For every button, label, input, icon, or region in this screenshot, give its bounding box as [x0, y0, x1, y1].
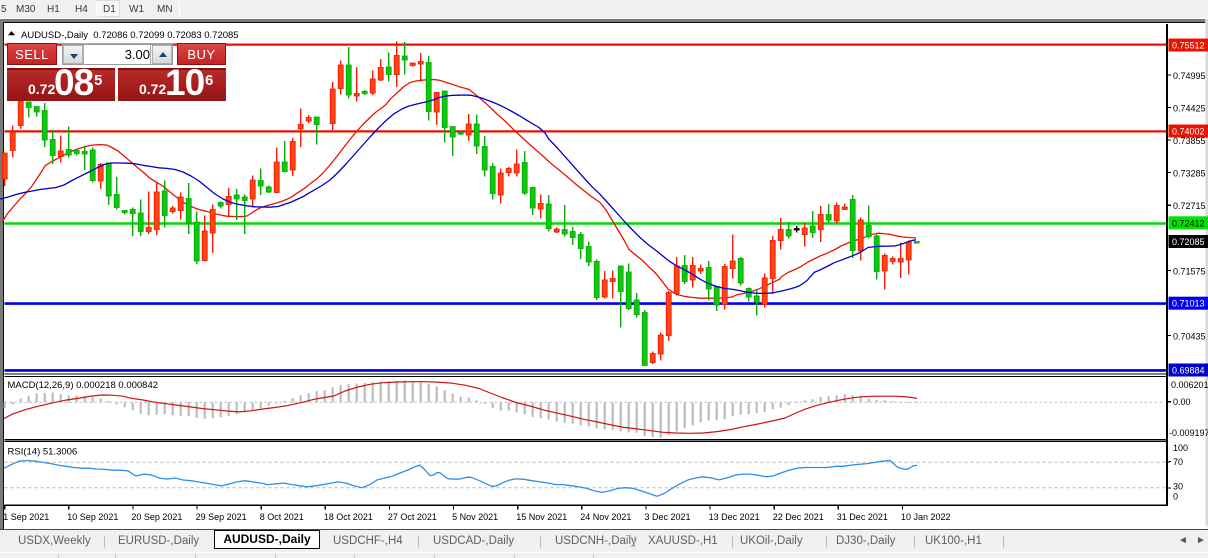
svg-text:18 Oct 2021: 18 Oct 2021	[324, 512, 373, 522]
svg-text:0.74995: 0.74995	[1173, 71, 1206, 81]
svg-text:0.74425: 0.74425	[1173, 103, 1206, 113]
svg-text:29 Sep 2021: 29 Sep 2021	[196, 512, 247, 522]
svg-text:AUDUSD-,Daily 0.72086 0.72099: AUDUSD-,Daily 0.72086 0.72099 0.72083 0.…	[21, 30, 239, 41]
svg-text:22 Dec 2021: 22 Dec 2021	[773, 512, 824, 522]
svg-text:0.72412: 0.72412	[1172, 218, 1205, 228]
svg-text:-0.009197: -0.009197	[1169, 428, 1208, 438]
svg-text:10 Jan 2022: 10 Jan 2022	[901, 512, 951, 522]
svg-text:0.72715: 0.72715	[1173, 201, 1206, 211]
svg-text:70: 70	[1173, 457, 1183, 467]
svg-text:0.70435: 0.70435	[1173, 332, 1206, 342]
svg-text:0.73285: 0.73285	[1173, 169, 1206, 179]
svg-text:RSI(14) 51.3006: RSI(14) 51.3006	[8, 447, 78, 458]
svg-text:10 Sep 2021: 10 Sep 2021	[67, 512, 118, 522]
svg-text:0.006201: 0.006201	[1171, 380, 1208, 390]
svg-text:0.00: 0.00	[1173, 397, 1191, 407]
svg-text:0.72085: 0.72085	[1172, 237, 1205, 247]
svg-text:31 Dec 2021: 31 Dec 2021	[837, 512, 888, 522]
svg-text:8 Oct 2021: 8 Oct 2021	[260, 512, 304, 522]
svg-text:30: 30	[1173, 482, 1183, 492]
svg-text:0.69884: 0.69884	[1172, 366, 1205, 376]
svg-text:100: 100	[1173, 443, 1188, 453]
svg-text:0.75512: 0.75512	[1172, 41, 1205, 51]
svg-text:0.71575: 0.71575	[1173, 266, 1206, 276]
svg-text:0.73855: 0.73855	[1173, 136, 1206, 146]
svg-text:0.71013: 0.71013	[1172, 299, 1205, 309]
svg-text:15 Nov 2021: 15 Nov 2021	[516, 512, 567, 522]
svg-text:3 Dec 2021: 3 Dec 2021	[645, 512, 691, 522]
svg-text:13 Dec 2021: 13 Dec 2021	[709, 512, 760, 522]
svg-text:20 Sep 2021: 20 Sep 2021	[131, 512, 182, 522]
svg-text:0.74002: 0.74002	[1172, 127, 1205, 137]
svg-text:24 Nov 2021: 24 Nov 2021	[580, 512, 631, 522]
svg-text:5 Nov 2021: 5 Nov 2021	[452, 512, 498, 522]
svg-text:MACD(12,26,9) 0.000218 0.00084: MACD(12,26,9) 0.000218 0.000842	[8, 380, 159, 391]
svg-text:1 Sep 2021: 1 Sep 2021	[3, 512, 49, 522]
svg-text:27 Oct 2021: 27 Oct 2021	[388, 512, 437, 522]
svg-text:0: 0	[1173, 492, 1178, 502]
